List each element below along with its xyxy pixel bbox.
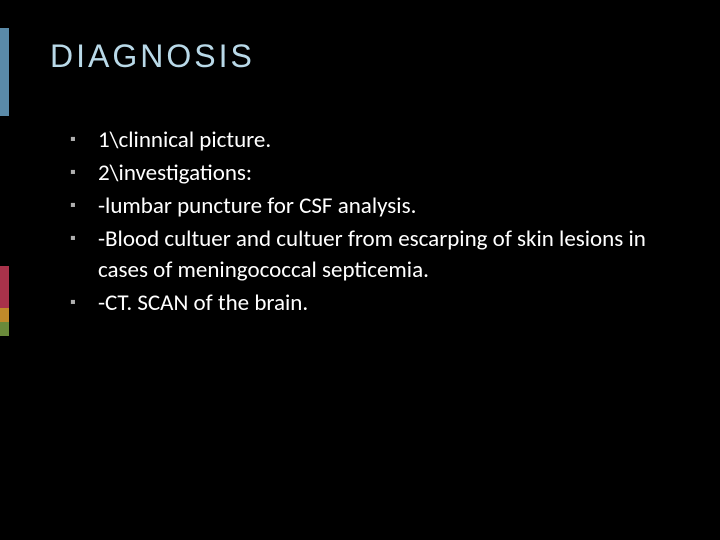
list-item: 2\investigations: bbox=[70, 158, 670, 189]
slide-title: DIAGNOSIS bbox=[50, 38, 670, 75]
accent-bar-blue bbox=[0, 28, 9, 116]
accent-bar-green bbox=[0, 322, 9, 336]
accent-bar-gold bbox=[0, 308, 9, 322]
list-item: -lumbar puncture for CSF analysis. bbox=[70, 191, 670, 222]
list-item: -Blood cultuer and cultuer from escarpin… bbox=[70, 224, 670, 286]
slide: DIAGNOSIS 1\clinnical picture. 2\investi… bbox=[0, 0, 720, 540]
accent-bar-red bbox=[0, 266, 9, 308]
list-item: 1\clinnical picture. bbox=[70, 125, 670, 156]
bullet-list: 1\clinnical picture. 2\investigations: -… bbox=[50, 125, 670, 319]
list-item: -CT. SCAN of the brain. bbox=[70, 288, 670, 319]
